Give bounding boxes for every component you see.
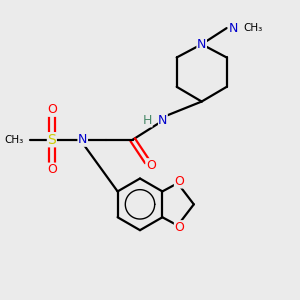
- Text: O: O: [175, 175, 184, 188]
- Text: N: N: [197, 38, 206, 51]
- Text: N: N: [78, 133, 87, 146]
- Text: S: S: [47, 133, 56, 147]
- Text: CH₃: CH₃: [244, 22, 263, 32]
- Text: O: O: [47, 103, 57, 116]
- Text: O: O: [175, 221, 184, 234]
- Text: N: N: [228, 22, 238, 34]
- Text: N: N: [158, 114, 168, 127]
- Text: O: O: [146, 159, 156, 172]
- Text: CH₃: CH₃: [5, 135, 24, 145]
- Text: O: O: [47, 163, 57, 176]
- Text: H: H: [143, 114, 152, 127]
